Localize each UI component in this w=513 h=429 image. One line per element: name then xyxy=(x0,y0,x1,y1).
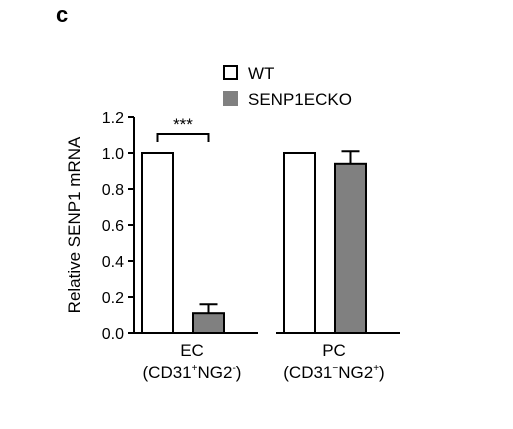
bar-wt xyxy=(141,152,174,334)
category-label-ec: EC (CD31+NG2-) xyxy=(107,340,277,384)
category-name: EC xyxy=(180,341,204,360)
panel-label: c xyxy=(56,2,69,27)
significance-bracket xyxy=(156,133,210,142)
y-tick-label: 0.2 xyxy=(102,290,124,307)
bar-senp1ecko xyxy=(192,312,225,335)
bar-wt xyxy=(283,152,316,334)
legend-label: SENP1ECKO xyxy=(248,90,352,109)
category-subtitle: (CD31+NG2-) xyxy=(142,363,242,382)
legend-swatch xyxy=(223,91,238,106)
y-axis-label: Relative SENP1 mRNA xyxy=(65,136,84,313)
y-tick-label: 0.4 xyxy=(102,254,124,271)
y-tick-label: 0.8 xyxy=(102,182,124,199)
significance-label: *** xyxy=(173,115,193,134)
bar-senp1ecko xyxy=(334,162,367,334)
category-name: PC xyxy=(322,341,346,360)
y-tick-label: 1.2 xyxy=(102,110,124,127)
category-label-pc: PC (CD31−NG2+) xyxy=(249,340,419,384)
y-tick-label: 0.6 xyxy=(102,218,124,235)
category-subtitle: (CD31−NG2+) xyxy=(283,363,385,382)
legend-swatch xyxy=(223,65,238,80)
y-tick-label: 0.0 xyxy=(102,326,124,343)
y-tick-label: 1.0 xyxy=(102,146,124,163)
legend-label: WT xyxy=(248,64,274,83)
